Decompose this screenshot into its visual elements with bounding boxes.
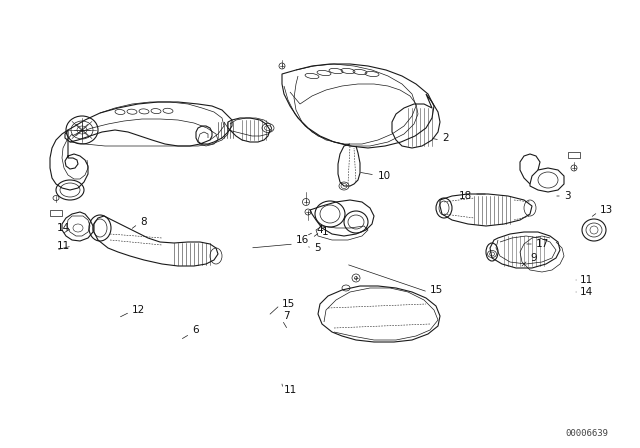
Text: 4: 4 xyxy=(316,225,323,235)
Text: 9: 9 xyxy=(530,253,536,263)
Text: 6: 6 xyxy=(192,325,198,335)
Text: 15: 15 xyxy=(430,285,444,295)
Text: 11: 11 xyxy=(57,241,70,251)
Text: 14: 14 xyxy=(57,223,70,233)
Text: 12: 12 xyxy=(132,305,145,315)
Text: 8: 8 xyxy=(140,217,147,227)
Text: 00006639: 00006639 xyxy=(565,429,608,438)
Text: 11: 11 xyxy=(580,275,593,285)
Text: 13: 13 xyxy=(600,205,613,215)
Text: 11: 11 xyxy=(284,385,297,395)
Text: 1: 1 xyxy=(322,227,328,237)
Text: 16: 16 xyxy=(296,235,309,245)
Text: 7: 7 xyxy=(283,311,290,321)
Text: 18: 18 xyxy=(459,191,472,201)
Text: 5: 5 xyxy=(314,243,321,253)
Text: 2: 2 xyxy=(442,133,449,143)
Text: 14: 14 xyxy=(580,287,593,297)
Text: 10: 10 xyxy=(378,171,391,181)
Text: 17: 17 xyxy=(536,239,549,249)
Text: 15: 15 xyxy=(282,299,295,309)
Text: 3: 3 xyxy=(564,191,571,201)
